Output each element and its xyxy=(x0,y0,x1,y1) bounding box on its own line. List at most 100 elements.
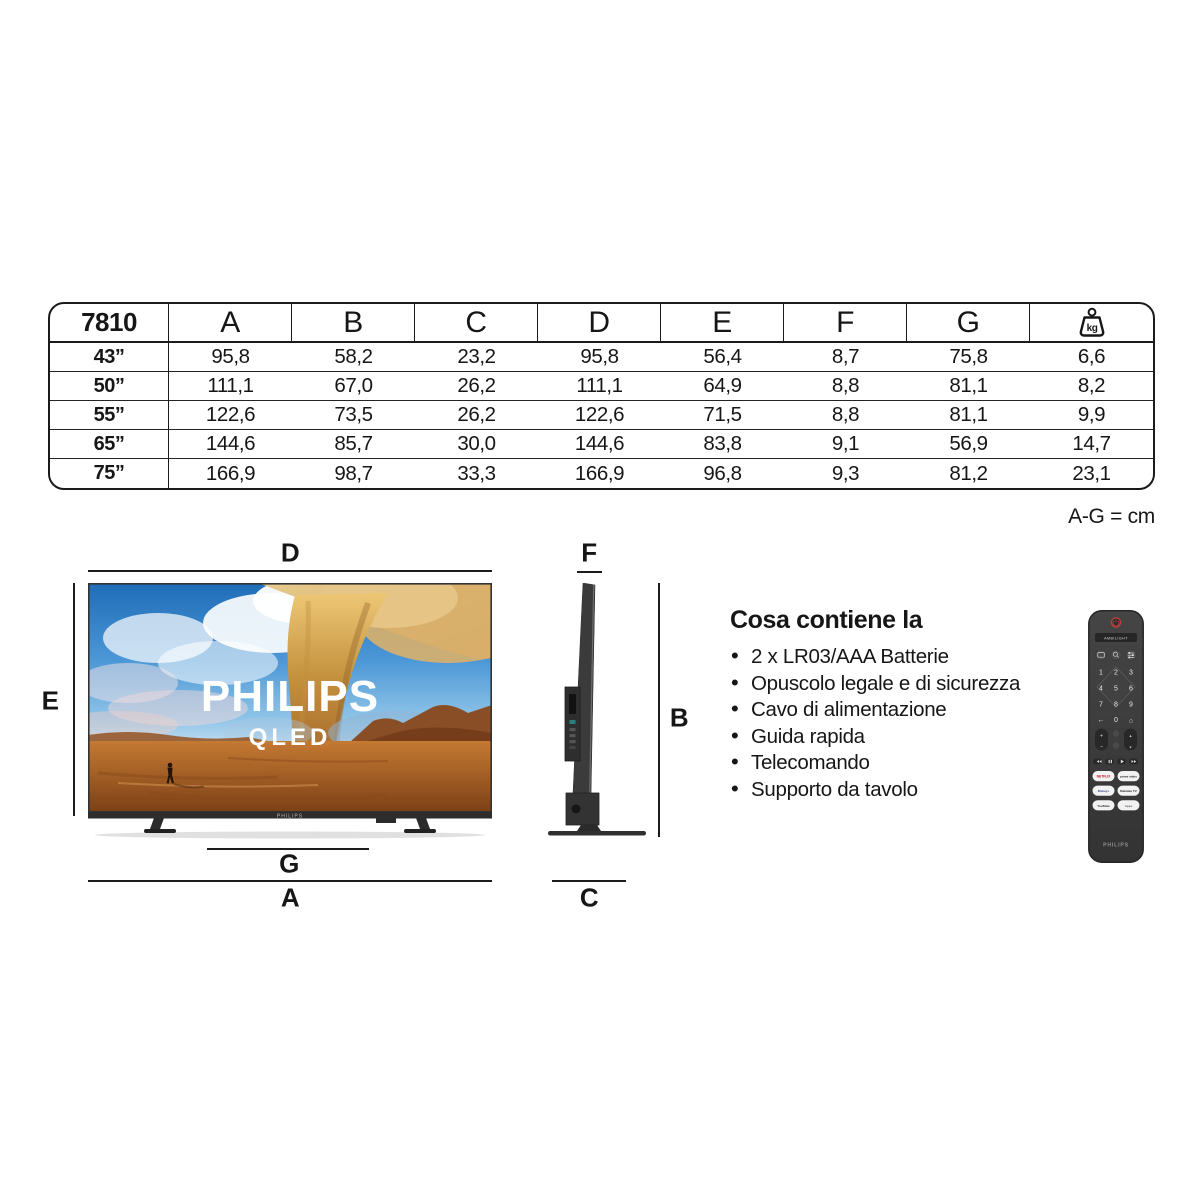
screen-sub-text: QLED xyxy=(249,724,332,751)
side-stand-base xyxy=(548,831,646,836)
value-cell: 23,1 xyxy=(1072,461,1111,485)
nav-diamond xyxy=(1096,666,1136,708)
remote-brand-label: PHILIPS xyxy=(1103,843,1129,849)
tv-feet xyxy=(144,818,436,833)
size-cell: 75” xyxy=(50,459,169,488)
dim-line-g xyxy=(207,848,369,850)
value-cell: 6,6 xyxy=(1030,343,1153,372)
value-cell: 14,7 xyxy=(1030,430,1153,459)
contents-item: 2 x LR03/AAA Batterie xyxy=(730,643,1080,671)
column-header: C xyxy=(415,304,538,343)
size-cell: 65” xyxy=(50,430,169,459)
weight-kg-icon: kg xyxy=(1079,307,1104,337)
contents-item: Opuscolo legale e di sicurezza xyxy=(730,670,1080,698)
value-cell: 111,1 xyxy=(169,372,292,401)
digit-5: 5 xyxy=(1114,686,1118,693)
value-cell: 166,9 xyxy=(574,461,625,485)
remote-illustration: AMBILIGHT 1 2 3 4 5 6 xyxy=(1088,610,1144,863)
app-button xyxy=(1117,785,1140,796)
value-cell: 111,1 xyxy=(538,372,661,401)
svg-text:▼: ▼ xyxy=(1129,746,1133,750)
value-cell: 64,9 xyxy=(661,372,784,401)
dim-label-d: D xyxy=(280,537,300,568)
value-cell: 95,8 xyxy=(169,343,292,372)
value-cell: 83,8 xyxy=(661,430,784,459)
tv-side-illustration xyxy=(545,582,665,845)
svg-text:+: + xyxy=(1100,734,1103,740)
app-button-label: Apps xyxy=(1125,804,1133,808)
value-cell: 26,2 xyxy=(415,372,538,401)
app-button-label: prime video xyxy=(1120,775,1137,779)
svg-text:−: − xyxy=(1100,745,1103,751)
column-header: E xyxy=(661,304,784,343)
options-icon xyxy=(1127,651,1135,659)
app-button-label: Rakuten TV xyxy=(1120,789,1137,793)
app-button xyxy=(1092,771,1115,782)
weight-unit-label: kg xyxy=(1086,323,1097,334)
model-cell: 7810 xyxy=(50,304,169,343)
screen-image: PHILIPS QLED xyxy=(88,583,492,812)
digit-8: 8 xyxy=(1114,702,1118,709)
app-button xyxy=(1092,800,1115,811)
column-header: A xyxy=(169,304,292,343)
power-button xyxy=(1110,617,1122,628)
app-button-label: Disney+ xyxy=(1098,789,1110,793)
settings-button xyxy=(1112,742,1120,749)
dim-line-e xyxy=(73,583,76,816)
channel-rocker xyxy=(1124,728,1137,751)
size-cell: 43” xyxy=(50,343,169,372)
table-row: 65” 144,6 85,7 30,0 144,6 83,8 9,1 56,9 14,7 xyxy=(50,430,1153,459)
digit-6: 6 xyxy=(1129,686,1133,693)
value-cell: 30,0 xyxy=(415,430,538,459)
table-row: 43” 95,8 58,2 23,2 95,8 56,4 8,7 75,8 6,6 xyxy=(50,343,1153,372)
source-button xyxy=(1095,649,1107,661)
value-cell: 9,3 xyxy=(831,461,860,485)
dim-label-c: C xyxy=(579,882,599,913)
app-button xyxy=(1117,771,1140,782)
volume-rocker xyxy=(1095,728,1108,751)
app-button-label: YouTube xyxy=(1097,804,1110,808)
digit-3: 3 xyxy=(1129,670,1133,677)
value-cell: 81,2 xyxy=(949,461,988,485)
table-row: 75” 166,9 98,7 33,3 166,9 96,8 9,3 81,2 23,1 xyxy=(50,459,1153,488)
search-button xyxy=(1110,649,1122,661)
dim-label-a: A xyxy=(280,882,300,913)
value-cell: 8,8 xyxy=(784,401,907,430)
value-cell: 56,4 xyxy=(661,343,784,372)
value-cell: 23,2 xyxy=(415,343,538,372)
ambilight-label: AMBILIGHT xyxy=(1104,636,1128,640)
dim-line-b xyxy=(658,583,661,837)
tv-side-art xyxy=(548,582,646,836)
digit-9: 9 xyxy=(1129,702,1133,709)
digit-2: 2 xyxy=(1114,670,1118,677)
box-contents: Cosa contiene la 2 x LR03/AAA BatterieOp… xyxy=(730,606,1080,803)
value-cell: 95,8 xyxy=(538,343,661,372)
contents-item: Supporto da tavolo xyxy=(730,776,1080,804)
side-ports-box xyxy=(564,686,581,762)
value-cell: 122,6 xyxy=(538,401,661,430)
value-cell: 71,5 xyxy=(661,401,784,430)
value-cell: 8,8 xyxy=(784,372,907,401)
value-cell: 144,6 xyxy=(169,430,292,459)
value-cell: 75,8 xyxy=(907,343,1030,372)
value-cell: 96,8 xyxy=(703,461,742,485)
media-buttons xyxy=(1093,758,1138,765)
value-cell: 9,1 xyxy=(784,430,907,459)
digit-4: 4 xyxy=(1099,686,1103,693)
size-cell: 55” xyxy=(50,401,169,430)
screen-brand-text: PHILIPS xyxy=(201,672,379,721)
size-cell: 50” xyxy=(50,372,169,401)
side-bottom-box xyxy=(565,792,600,826)
column-header: G xyxy=(907,304,1030,343)
column-header: D xyxy=(538,304,661,343)
value-cell: 8,7 xyxy=(784,343,907,372)
bezel-box xyxy=(376,818,396,823)
value-cell: 85,7 xyxy=(292,430,415,459)
remote-top-buttons xyxy=(1095,649,1137,661)
contents-list: 2 x LR03/AAA BatterieOpuscolo legale e d… xyxy=(730,643,1080,804)
dim-label-f: F xyxy=(581,537,597,568)
search-icon xyxy=(1112,651,1118,657)
value-cell: 26,2 xyxy=(415,401,538,430)
